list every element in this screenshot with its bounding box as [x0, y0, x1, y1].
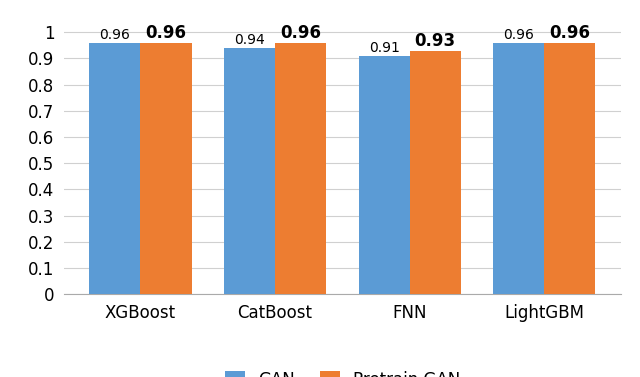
Bar: [545, 43, 595, 294]
Bar: [493, 43, 545, 294]
Bar: [224, 48, 275, 294]
Text: 0.96: 0.96: [280, 24, 321, 42]
Text: 0.96: 0.96: [503, 28, 534, 42]
Bar: [140, 43, 191, 294]
Text: 0.96: 0.96: [549, 24, 591, 42]
Text: 0.91: 0.91: [369, 41, 399, 55]
Text: 0.93: 0.93: [415, 32, 456, 49]
Bar: [358, 56, 410, 294]
Legend: GAN, Pretrain GAN: GAN, Pretrain GAN: [218, 365, 467, 377]
Bar: [90, 43, 140, 294]
Text: 0.96: 0.96: [145, 24, 186, 42]
Bar: [275, 43, 326, 294]
Bar: [410, 51, 461, 294]
Text: 0.94: 0.94: [234, 33, 265, 47]
Text: 0.96: 0.96: [99, 28, 131, 42]
